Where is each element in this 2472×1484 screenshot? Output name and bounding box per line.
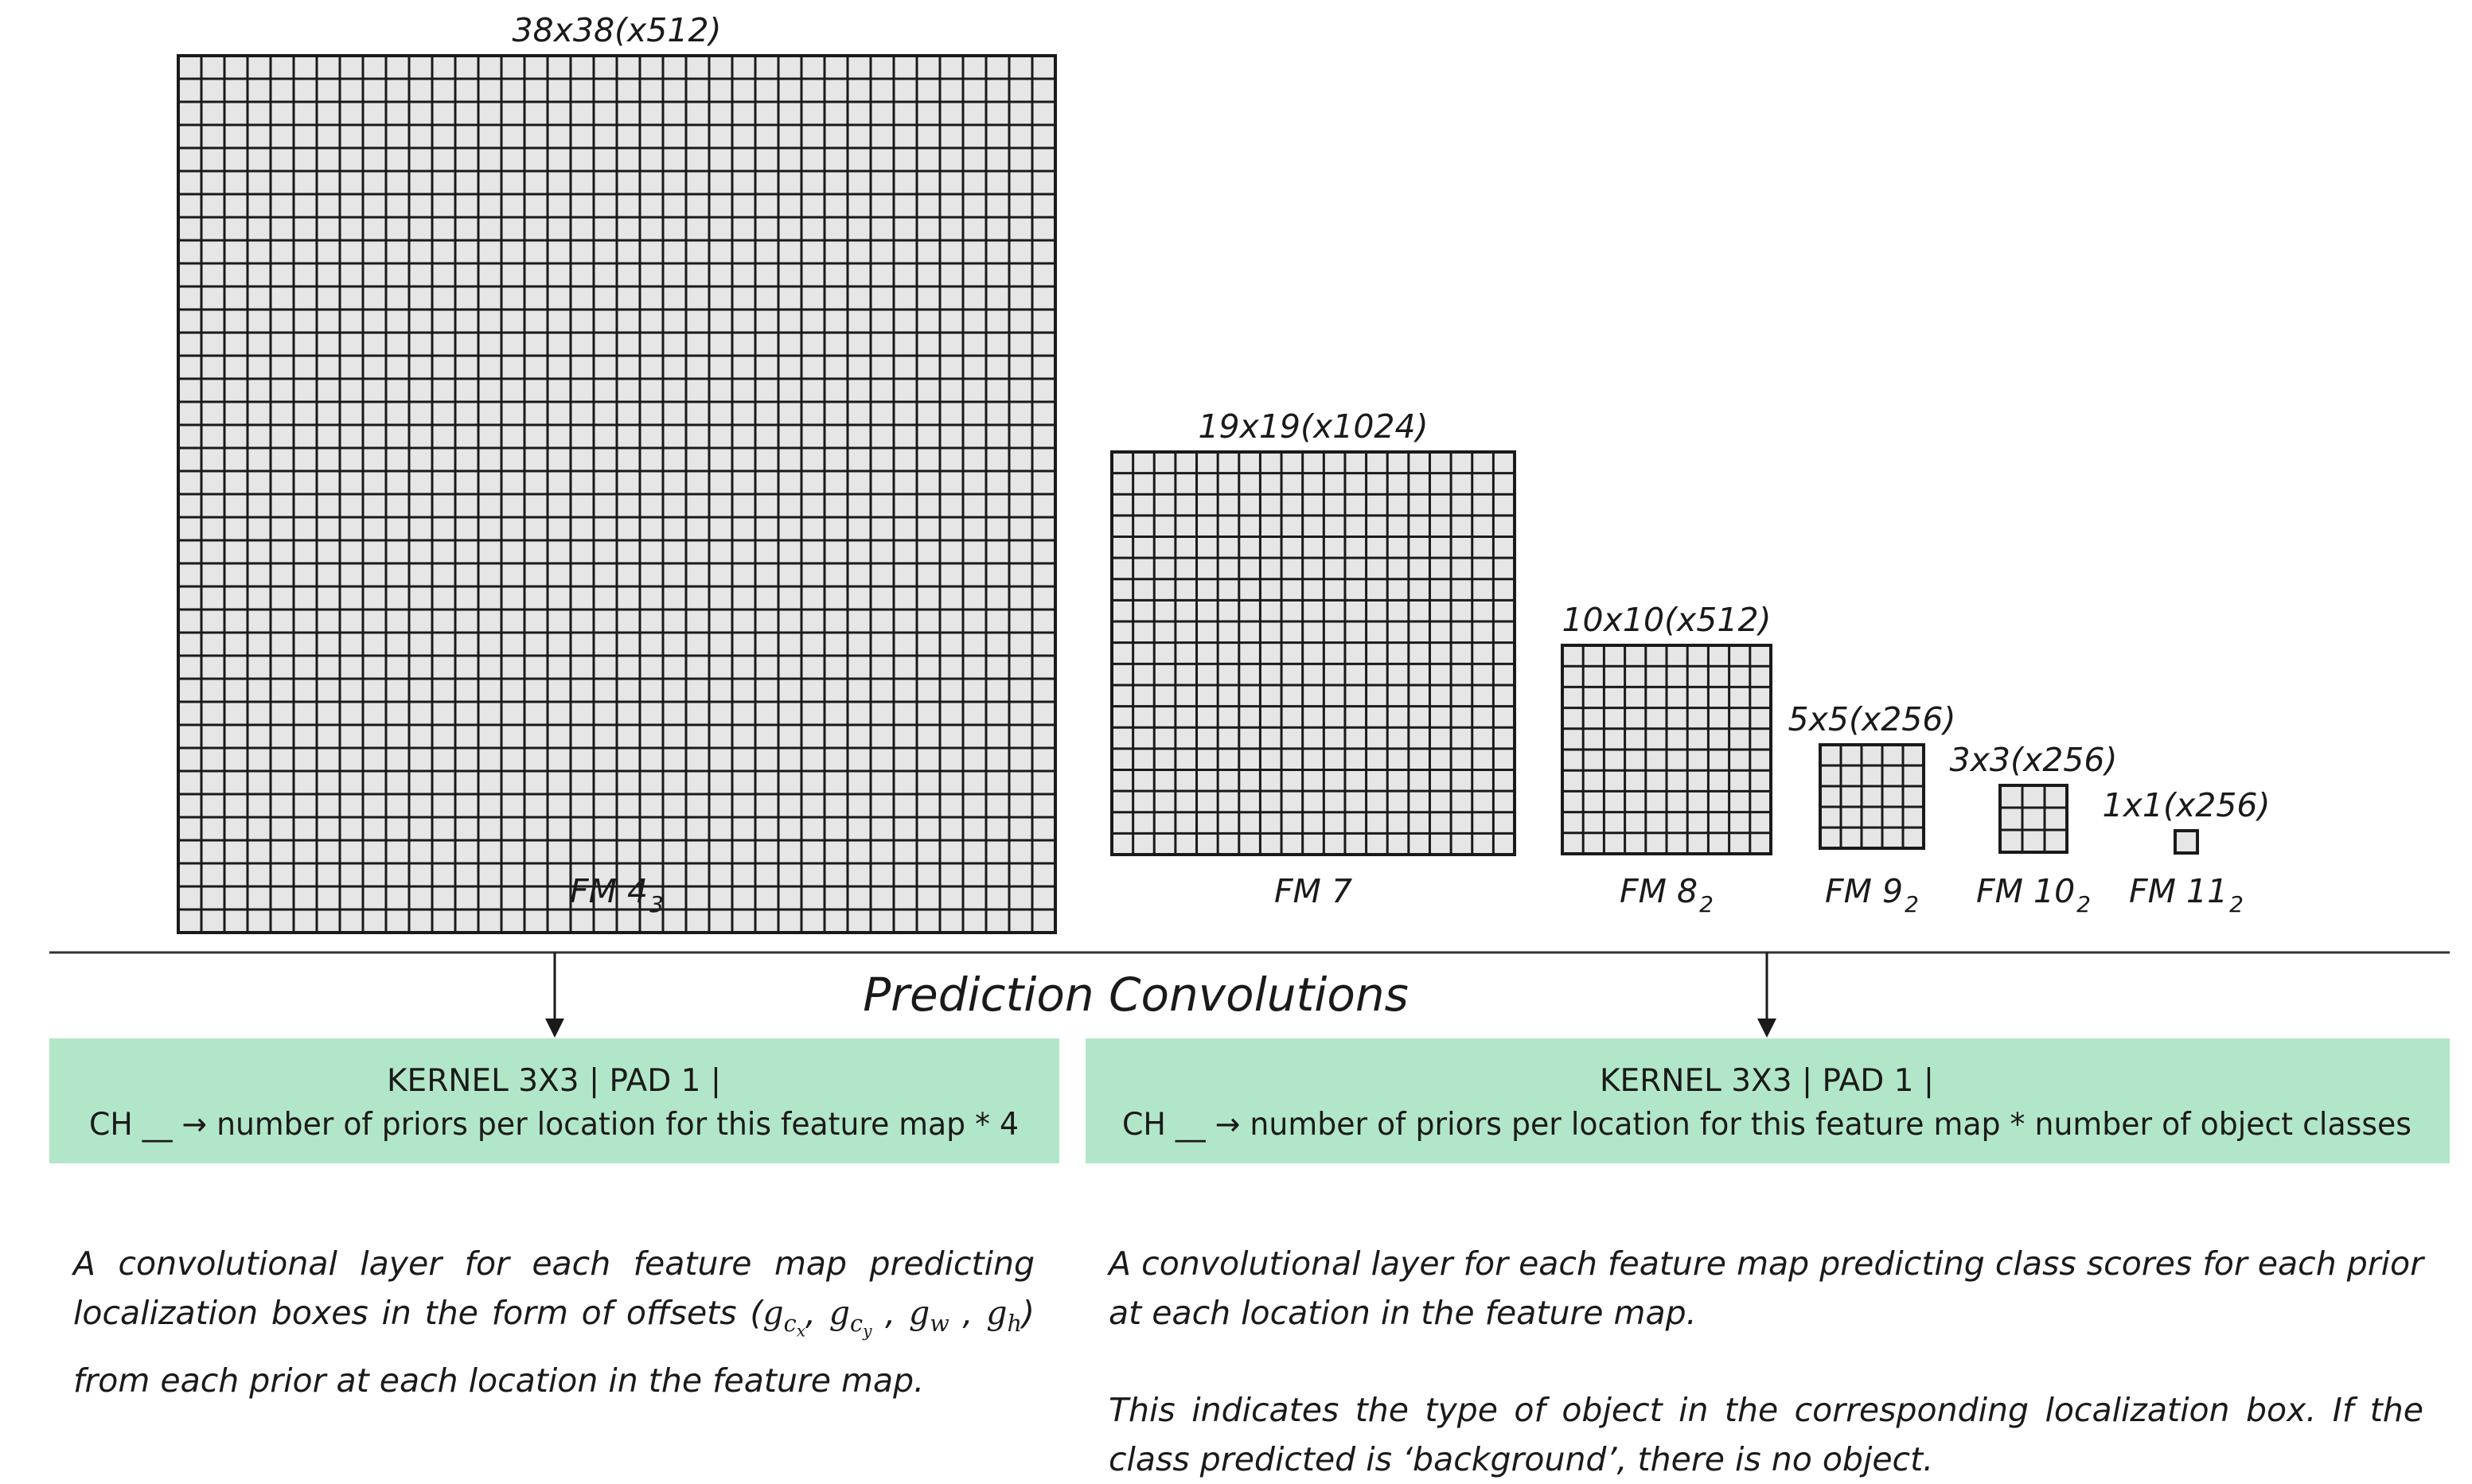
feature-map-grid — [1561, 644, 1772, 855]
offset-gh: gh — [986, 1294, 1022, 1338]
localization-desc-after: ) from each prior at each location in th… — [73, 1294, 1035, 1400]
feature-map-grid — [2174, 829, 2199, 855]
localization-box-line1: KERNEL 3X3 | PAD 1 | — [387, 1063, 721, 1099]
feature-map-shape-label: 38x38(x512) — [512, 11, 721, 49]
feature-map-shape-label: 1x1(x256) — [2103, 786, 2271, 824]
feature-map-grids — [177, 54, 2199, 934]
arrow-to-localization — [545, 952, 564, 1038]
arrow-to-classification — [1757, 952, 1776, 1038]
feature-map-grid — [1998, 784, 2068, 854]
classification-box-line2: CH __ → number of priors per location fo… — [1122, 1107, 2412, 1143]
feature-map-shape-label: 19x19(x1024) — [1198, 407, 1428, 446]
localization-conv-box — [49, 1038, 1059, 1163]
feature-map-grid — [177, 54, 1057, 934]
feature-map-shape-label: 5x5(x256) — [1788, 700, 1956, 738]
feature-map-name-label: FM 7 — [1274, 872, 1352, 910]
feature-map-name-label: FM 82 — [1620, 872, 1714, 917]
feature-map-grid — [1110, 450, 1516, 856]
classification-conv-box — [1086, 1038, 2450, 1163]
feature-map-name-label: FM 112 — [2129, 872, 2244, 917]
offset-gcx: gcx — [762, 1294, 806, 1341]
section-title: Prediction Convolutions — [863, 968, 1409, 1022]
feature-map-shape-label: 10x10(x512) — [1562, 601, 1771, 639]
feature-map-shape-label: 3x3(x256) — [1950, 741, 2118, 779]
localization-description: A convolutional layer for each feature m… — [73, 1244, 1035, 1400]
feature-map-name-label: FM 92 — [1825, 872, 1919, 917]
feature-map-labels: 38x38(x512) FM 43 19x19(x1024) FM 7 10x10(x5… — [512, 11, 2270, 917]
classification-desc-1: A convolutional layer for each feature m… — [1109, 1244, 2423, 1332]
localization-desc-before: A convolutional layer for each feature m… — [73, 1244, 1035, 1332]
classification-description: A convolutional layer for each feature m… — [1109, 1239, 2423, 1484]
offset-gcy: gcy — [829, 1294, 872, 1341]
localization-box-line2: CH __ → number of priors per location fo… — [89, 1107, 1019, 1143]
classification-box-line1: KERNEL 3X3 | PAD 1 | — [1600, 1063, 1934, 1099]
offset-gw: gw — [908, 1294, 949, 1338]
feature-map-name-label: FM 102 — [1976, 872, 2091, 917]
feature-map-grid — [1819, 743, 1925, 850]
classification-desc-2: This indicates the type of object in the… — [1109, 1391, 2423, 1478]
feature-map-name-label: FM 43 — [570, 872, 664, 917]
